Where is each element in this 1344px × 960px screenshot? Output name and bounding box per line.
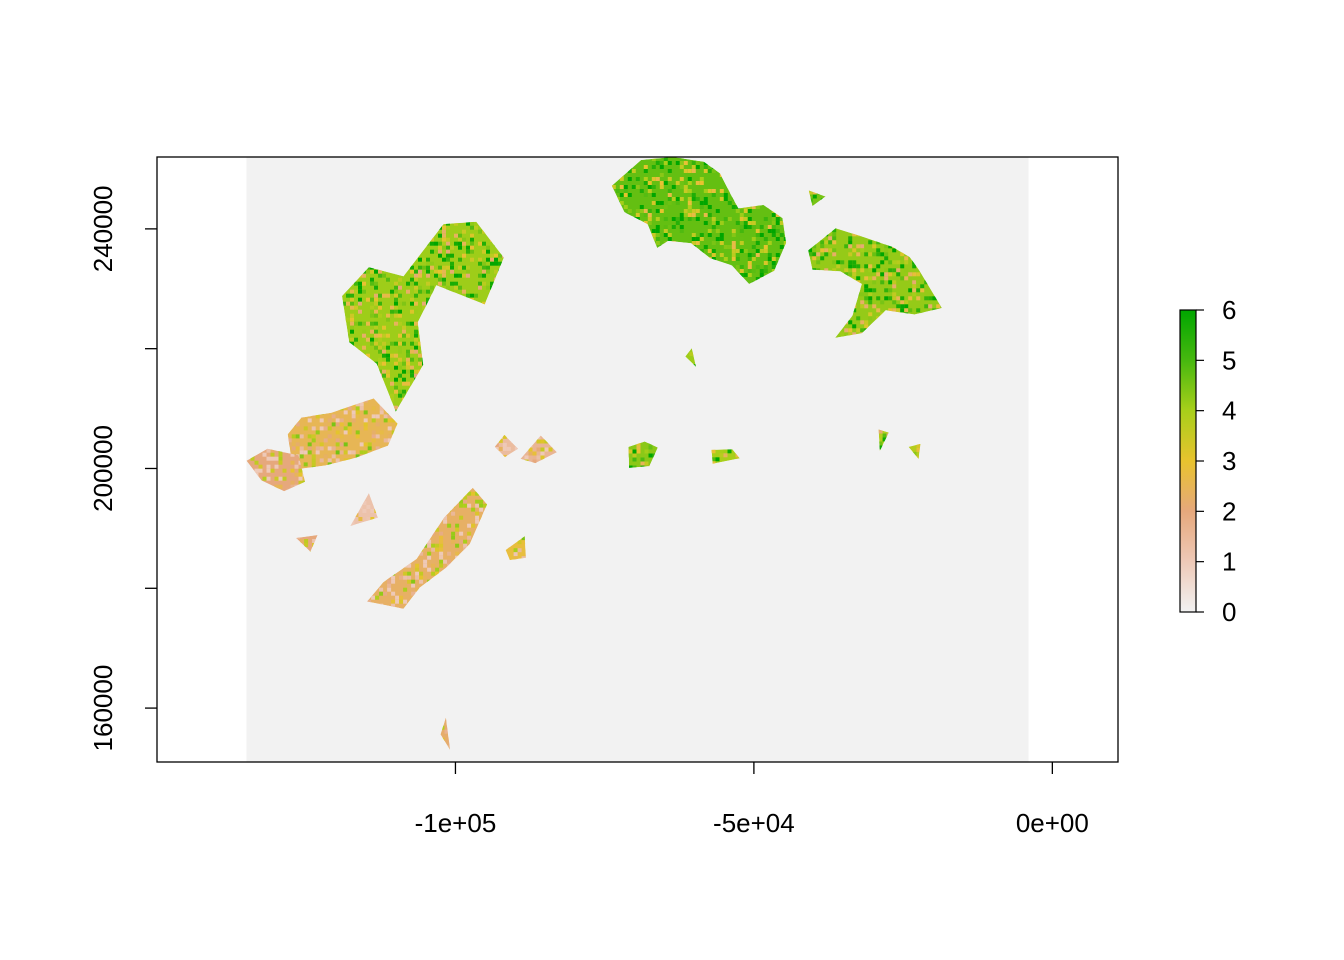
patch-fill xyxy=(440,717,451,750)
colorbar xyxy=(1179,309,1197,613)
y-tick-label: 240000 xyxy=(88,185,118,272)
colorbar-label: 4 xyxy=(1222,396,1236,426)
colorbar-label: 2 xyxy=(1222,496,1236,526)
raster-patch-west-fringe xyxy=(246,448,305,492)
patch-fill xyxy=(246,448,305,492)
colorbar-legend: 0 1 2 3 4 5 6 xyxy=(1179,295,1236,627)
colorbar-label: 5 xyxy=(1222,345,1236,375)
y-tick-label: 200000 xyxy=(88,425,118,512)
patch-fill xyxy=(685,348,696,367)
x-axis: -1e+05 -5e+04 0e+00 xyxy=(415,762,1089,838)
colorbar-label: 6 xyxy=(1222,295,1236,325)
colorbar-label: 1 xyxy=(1222,547,1236,577)
colorbar-label: 0 xyxy=(1222,597,1236,627)
colorbar-label: 3 xyxy=(1222,446,1236,476)
y-axis: 160000 200000 240000 xyxy=(88,185,157,751)
x-tick-label: -5e+04 xyxy=(713,808,795,838)
x-tick-label: 0e+00 xyxy=(1016,808,1089,838)
x-tick-label: -1e+05 xyxy=(415,808,497,838)
plot-frame xyxy=(156,156,1119,763)
patch-fill xyxy=(367,487,488,609)
raster-patch-mid-islet-3 xyxy=(628,441,658,468)
plot-region xyxy=(246,157,1029,762)
raster-patch-mid-islet-6 xyxy=(685,348,696,367)
y-tick-label: 160000 xyxy=(88,665,118,752)
